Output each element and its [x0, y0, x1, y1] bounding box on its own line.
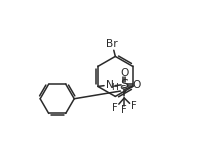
Text: N: N — [106, 80, 114, 90]
Text: F: F — [131, 101, 136, 111]
Text: Br: Br — [106, 39, 118, 49]
Text: F: F — [112, 103, 118, 113]
Text: O: O — [120, 68, 128, 78]
Text: F: F — [121, 105, 127, 115]
Text: S: S — [119, 85, 126, 95]
Text: O: O — [133, 80, 141, 90]
Text: H: H — [111, 83, 118, 93]
Text: S: S — [120, 78, 128, 91]
